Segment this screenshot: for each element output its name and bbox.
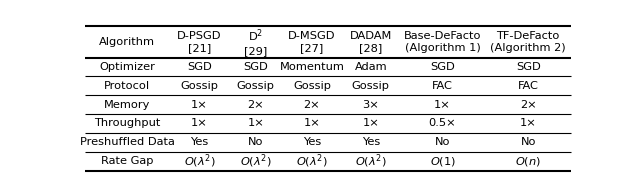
Text: 3×: 3×: [362, 100, 380, 110]
Text: 1×: 1×: [191, 100, 208, 110]
Text: No: No: [520, 137, 536, 147]
Text: Memory: Memory: [104, 100, 150, 110]
Text: 2×: 2×: [303, 100, 320, 110]
Text: $O(\lambda^2)$: $O(\lambda^2)$: [296, 152, 328, 170]
Text: Base-DeFacto
(Algorithm 1): Base-DeFacto (Algorithm 1): [404, 31, 481, 53]
Text: Rate Gap: Rate Gap: [101, 156, 154, 166]
Text: SGD: SGD: [516, 62, 541, 72]
Text: Throughput: Throughput: [94, 119, 161, 129]
Text: 1×: 1×: [434, 100, 451, 110]
Text: D-PSGD
[21]: D-PSGD [21]: [177, 31, 222, 53]
Text: Momentum: Momentum: [280, 62, 344, 72]
Text: Yes: Yes: [190, 137, 209, 147]
Text: Adam: Adam: [355, 62, 387, 72]
Text: Gossip: Gossip: [237, 81, 275, 91]
Text: 1×: 1×: [191, 119, 208, 129]
Text: 1×: 1×: [362, 119, 380, 129]
Text: $O(\lambda^2)$: $O(\lambda^2)$: [355, 152, 387, 170]
Text: $O(\lambda^2)$: $O(\lambda^2)$: [184, 152, 216, 170]
Text: Gossip: Gossip: [293, 81, 331, 91]
Text: Algorithm: Algorithm: [99, 37, 156, 47]
Text: 1×: 1×: [303, 119, 320, 129]
Text: DADAM
[28]: DADAM [28]: [349, 31, 392, 53]
Text: $O(\lambda^2)$: $O(\lambda^2)$: [240, 152, 271, 170]
Text: $O(n)$: $O(n)$: [515, 155, 541, 168]
Text: Yes: Yes: [362, 137, 380, 147]
Text: 2×: 2×: [520, 100, 536, 110]
Text: Optimizer: Optimizer: [99, 62, 155, 72]
Text: Yes: Yes: [303, 137, 321, 147]
Text: TF-DeFacto
(Algorithm 2): TF-DeFacto (Algorithm 2): [490, 31, 566, 53]
Text: No: No: [435, 137, 451, 147]
Text: FAC: FAC: [432, 81, 453, 91]
Text: D-MSGD
[27]: D-MSGD [27]: [288, 31, 336, 53]
Text: Gossip: Gossip: [180, 81, 218, 91]
Text: $O(1)$: $O(1)$: [429, 155, 456, 168]
Text: Gossip: Gossip: [352, 81, 390, 91]
Text: Protocol: Protocol: [104, 81, 150, 91]
Text: 1×: 1×: [247, 119, 264, 129]
Text: SGD: SGD: [430, 62, 455, 72]
Text: Preshuffled Data: Preshuffled Data: [80, 137, 175, 147]
Text: SGD: SGD: [243, 62, 268, 72]
Text: 1×: 1×: [520, 119, 536, 129]
Text: No: No: [248, 137, 264, 147]
Text: D$^2$
[29]: D$^2$ [29]: [244, 28, 268, 56]
Text: SGD: SGD: [187, 62, 212, 72]
Text: FAC: FAC: [518, 81, 539, 91]
Text: 2×: 2×: [248, 100, 264, 110]
Text: 0.5×: 0.5×: [429, 119, 456, 129]
